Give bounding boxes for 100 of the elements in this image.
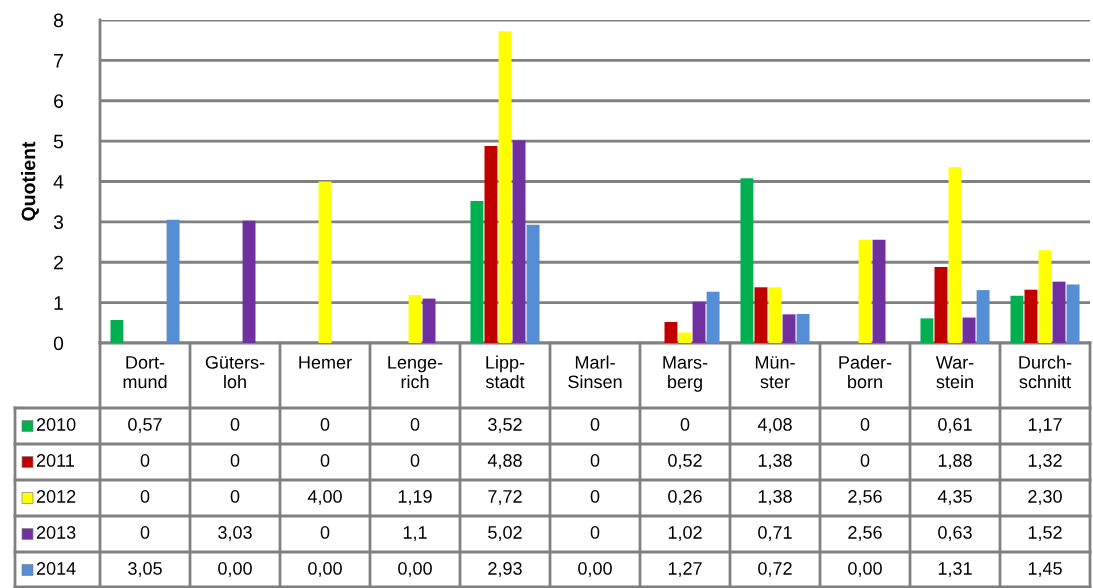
data-label: 0,00: [848, 562, 882, 577]
x-tick-label: War- stein: [935, 356, 974, 389]
data-label: 0: [410, 418, 420, 431]
bar: [484, 145, 498, 343]
x-tick-label: Marl- Sinsen: [568, 355, 622, 389]
data-label: 1,32: [1028, 454, 1062, 469]
data-label: 0: [590, 418, 600, 431]
x-tick-label: Lipp- stadt: [485, 355, 525, 389]
data-label: 5,02: [488, 526, 522, 541]
data-label: 1,02: [668, 526, 702, 541]
y-tick-label: 2: [54, 255, 63, 270]
data-label: 0: [590, 490, 600, 503]
bar: [422, 298, 436, 343]
bar: [1024, 289, 1038, 343]
data-label: 0: [320, 526, 330, 539]
bar: [782, 314, 796, 343]
bar: [706, 291, 720, 343]
bar: [920, 318, 934, 343]
bar: [1038, 250, 1052, 343]
bar: [1052, 281, 1066, 343]
data-label: 1,38: [758, 490, 792, 505]
y-tick-label: 0: [53, 336, 64, 351]
bar: [242, 220, 256, 343]
data-label: 1,38: [758, 454, 792, 469]
data-label: 0,00: [218, 562, 252, 577]
data-label: 0: [320, 418, 330, 431]
bar: [408, 294, 422, 343]
y-tick-label: 8: [53, 13, 64, 28]
legend-label: 2010: [36, 418, 76, 431]
x-tick-label: Hemer: [299, 356, 352, 369]
bar: [498, 31, 512, 343]
data-label: 0: [320, 454, 330, 467]
y-tick-label: 1: [54, 296, 63, 310]
data-label: 1,19: [398, 490, 432, 505]
legend-label: 2014: [36, 562, 76, 575]
data-label: 0,00: [578, 562, 612, 577]
data-label: 1,52: [1028, 526, 1062, 541]
data-label: 0: [860, 454, 870, 467]
data-label: 1,45: [1028, 562, 1062, 577]
data-label: 1,1: [403, 526, 427, 541]
bar: [934, 267, 948, 343]
x-tick-label: Lenge- rich: [388, 356, 443, 389]
legend-label: 2012: [36, 490, 76, 503]
data-label: 4,08: [757, 418, 792, 433]
data-label: 2,56: [848, 526, 882, 541]
data-label: 0: [590, 526, 600, 539]
x-tick-label: Dort- mund: [123, 356, 167, 389]
data-label: 1,17: [1028, 418, 1062, 433]
y-tick-label: 4: [53, 175, 64, 189]
data-label: 1,88: [938, 454, 972, 469]
data-label: 2,56: [848, 490, 882, 505]
data-label: 0: [140, 526, 150, 539]
data-label: 3,52: [488, 418, 522, 433]
x-tick-label: Güters- loh: [205, 355, 265, 389]
bar: [858, 239, 872, 343]
data-label: 1,31: [938, 562, 972, 577]
data-label: 0: [140, 454, 150, 467]
data-label: 0: [860, 418, 870, 431]
data-label: 3,05: [128, 562, 162, 577]
bar: [318, 181, 332, 343]
data-label: 0,63: [938, 526, 972, 541]
bar: [470, 200, 484, 343]
bar: [976, 290, 990, 343]
legend-label: 2013: [36, 526, 76, 539]
bar: [754, 287, 768, 343]
bar: [664, 322, 678, 343]
bar: [962, 317, 976, 343]
data-label: 0: [230, 490, 240, 503]
bar: [948, 167, 962, 343]
y-tick-label: 5: [53, 134, 64, 149]
y-tick-label: 6: [54, 94, 64, 108]
data-label: 2,93: [488, 562, 522, 577]
data-label: 0: [230, 454, 240, 467]
data-label: 7,72: [488, 490, 522, 505]
bar: [1066, 284, 1080, 343]
data-label: 0,00: [308, 562, 342, 577]
data-label: 4,35: [937, 490, 972, 505]
data-label: 0,00: [398, 562, 432, 577]
data-label: 0: [230, 418, 240, 431]
x-tick-label: Durch- schnitt: [1019, 355, 1072, 389]
y-axis-title: Quotient: [21, 141, 39, 221]
bar: [872, 239, 886, 343]
bar: [692, 301, 706, 343]
data-label: 4,88: [487, 454, 522, 469]
x-tick-label: Mars- berg: [663, 356, 708, 392]
data-label: 0: [410, 454, 420, 467]
x-tick-label: Pader- born: [839, 355, 892, 389]
data-label: 1,27: [668, 562, 702, 577]
data-label: 0,26: [668, 490, 702, 505]
data-label: 0,61: [938, 418, 972, 433]
bar: [110, 319, 124, 343]
legend-label: 2011: [36, 454, 74, 467]
data-label: 3,03: [218, 526, 252, 541]
data-label: 2,30: [1028, 490, 1062, 505]
bar: [1010, 295, 1024, 343]
data-label: 0,52: [668, 454, 702, 469]
bar: [166, 219, 180, 343]
y-tick-label: 3: [53, 215, 64, 230]
data-label: 0,57: [128, 418, 162, 433]
y-tick-label: 7: [54, 54, 63, 68]
